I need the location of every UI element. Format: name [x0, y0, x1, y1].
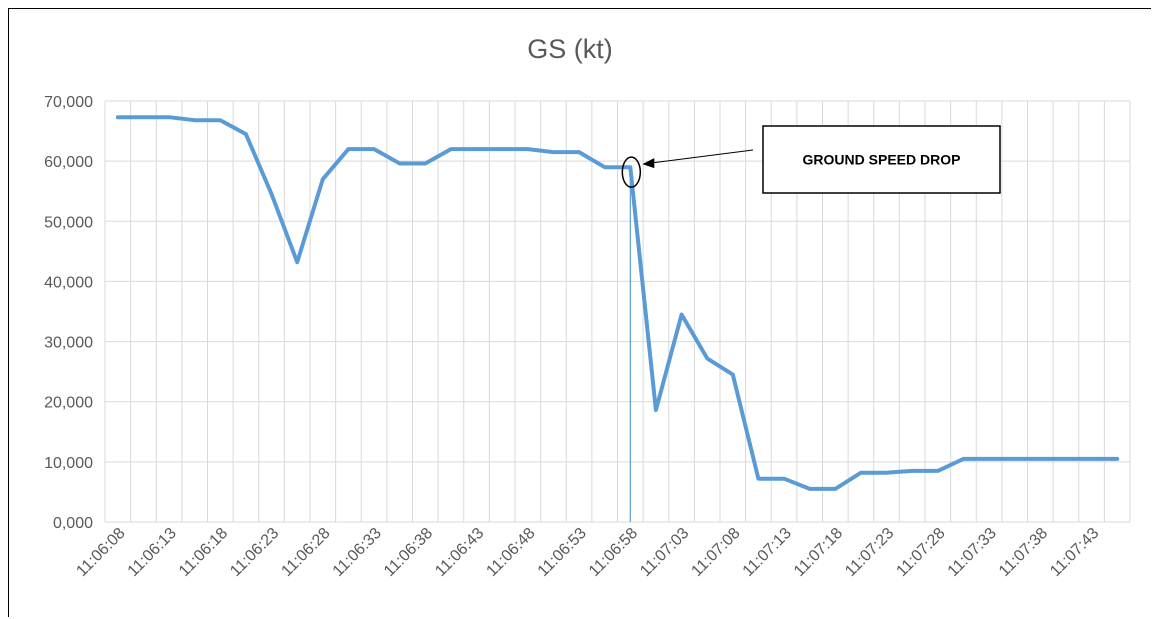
y-tick-label: 50,000 — [44, 214, 93, 231]
x-tick-label: 11:06:23 — [227, 525, 282, 580]
x-tick-label: 11:07:13 — [740, 525, 795, 580]
x-tick-label: 11:07:08 — [688, 525, 743, 580]
x-tick-label: 11:06:33 — [330, 525, 385, 580]
x-tick-label: 11:06:38 — [381, 525, 436, 580]
x-tick-label: 11:07:38 — [996, 525, 1051, 580]
x-tick-label: 11:06:58 — [586, 525, 641, 580]
x-tick-label: 11:07:23 — [842, 525, 897, 580]
data-line — [115, 115, 1120, 491]
x-axis-ticks: 11:06:0811:06:1311:06:1811:06:2311:06:28… — [73, 525, 1102, 580]
y-axis-ticks: 0,000 10,000 20,000 30,000 40,000 50,000 60,00… — [44, 94, 93, 532]
annotation-arrow-line — [650, 149, 754, 164]
x-tick-label: 11:07:18 — [791, 525, 846, 580]
x-tick-label: 11:06:08 — [73, 525, 128, 580]
x-tick-label: 11:06:28 — [278, 525, 333, 580]
y-tick-label: 70,000 — [44, 94, 93, 111]
x-tick-label: 11:06:13 — [125, 525, 180, 580]
x-tick-label: 11:06:53 — [535, 525, 590, 580]
x-tick-label: 11:06:43 — [432, 525, 487, 580]
y-tick-label: 60,000 — [44, 154, 93, 171]
annotation-circle — [621, 156, 642, 188]
x-tick-label: 11:07:03 — [637, 525, 692, 580]
annotation-box — [762, 125, 1001, 194]
series-line — [115, 115, 1120, 491]
x-tick-label: 11:07:28 — [893, 525, 948, 580]
y-tick-label: 10,000 — [44, 455, 93, 472]
chart-title: GS (kt) — [527, 34, 613, 64]
x-tick-label: 11:06:18 — [176, 525, 231, 580]
y-tick-label: 40,000 — [44, 274, 93, 291]
annotation: GROUND SPEED DROP — [621, 125, 1001, 194]
chart-frame — [8, 8, 1151, 617]
x-tick-label: 11:07:33 — [945, 525, 1000, 580]
x-tick-label: 11:06:48 — [483, 525, 538, 580]
annotation-arrow-head — [642, 158, 655, 169]
y-tick-label: 0,000 — [53, 515, 93, 532]
y-tick-label: 30,000 — [44, 335, 93, 352]
x-tick-label: 11:07:43 — [1047, 525, 1102, 580]
annotation-label: GROUND SPEED DROP — [803, 152, 961, 168]
gridlines — [104, 100, 1131, 523]
y-tick-label: 20,000 — [44, 395, 93, 412]
